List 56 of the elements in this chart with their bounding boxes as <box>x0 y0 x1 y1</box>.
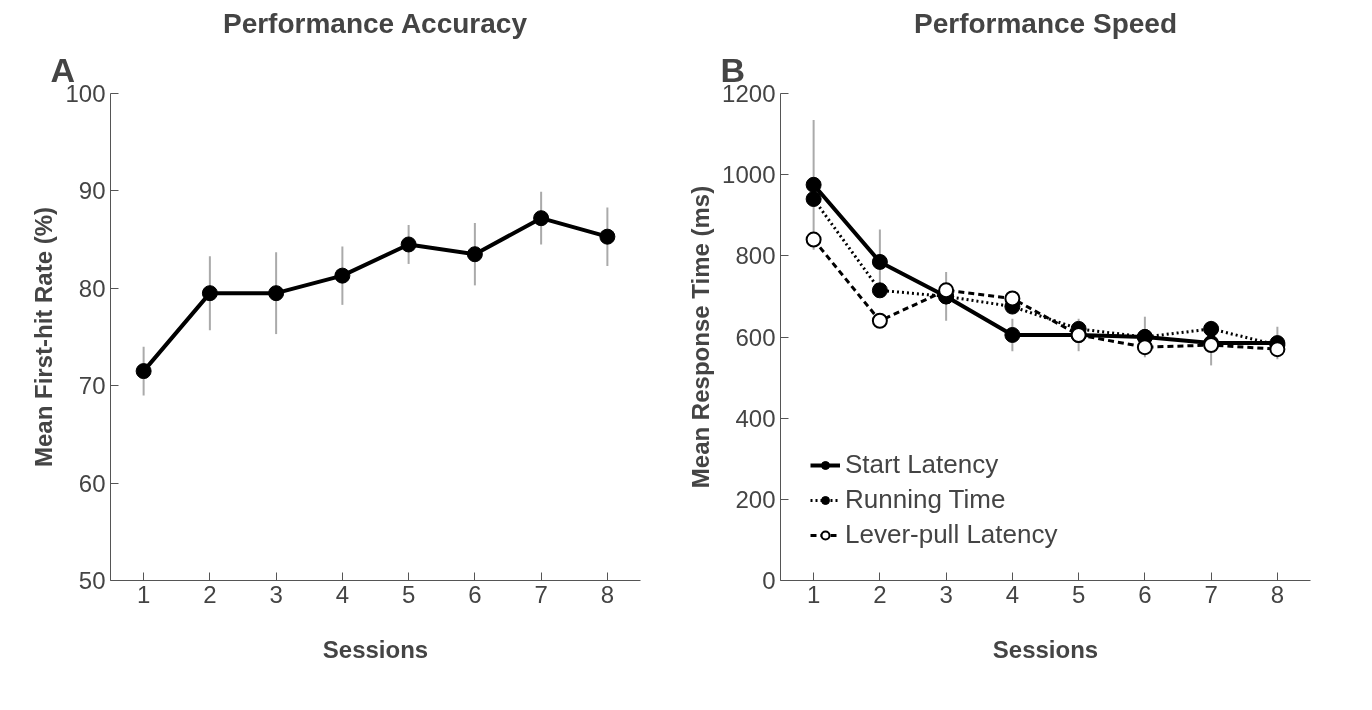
point <box>334 267 351 284</box>
y-tick-label: 800 <box>735 242 776 270</box>
point <box>871 282 888 299</box>
x-tick-label: 6 <box>1138 580 1152 608</box>
x-tick-label: 5 <box>1071 580 1086 608</box>
point <box>1203 320 1220 337</box>
point <box>805 231 822 248</box>
x-tick-label: 7 <box>1204 580 1218 608</box>
x-axis-title: Sessions <box>992 635 1099 663</box>
point <box>805 191 822 207</box>
point <box>1004 326 1021 343</box>
y-tick-label: 50 <box>78 567 106 594</box>
point <box>805 176 822 193</box>
point <box>1269 341 1286 358</box>
y-tick-label: 90 <box>78 177 106 205</box>
y-tick-label: 80 <box>78 274 106 302</box>
x-tick-label: 3 <box>939 580 953 608</box>
y-tick-label: 600 <box>735 323 776 351</box>
point <box>599 228 616 245</box>
x-tick-label: 1 <box>136 580 151 608</box>
y-tick-label: 60 <box>78 469 106 497</box>
point <box>533 210 550 227</box>
x-tick-label: 4 <box>335 580 350 608</box>
x-tick-label: 3 <box>269 580 283 608</box>
x-tick-label: 7 <box>534 580 548 608</box>
point <box>201 285 218 302</box>
x-tick-label: 1 <box>806 580 821 608</box>
x-tick-label: 8 <box>600 580 615 608</box>
chart-title: Performance Speed <box>914 7 1177 39</box>
y-tick-label: 400 <box>735 404 776 432</box>
point <box>871 312 888 329</box>
point <box>268 285 285 302</box>
y-tick-label: 1000 <box>722 161 776 189</box>
y-tick-label: 200 <box>735 485 776 513</box>
point <box>871 253 888 270</box>
y-tick-label: 70 <box>78 372 106 400</box>
legend-label: Lever-pull Latency <box>845 519 1058 550</box>
x-tick-label: 5 <box>401 580 416 608</box>
legend-label: Running Time <box>845 484 1006 515</box>
chart-title: Performance Accuracy <box>222 7 528 39</box>
point <box>466 246 483 263</box>
point <box>938 282 955 299</box>
point <box>1004 290 1021 307</box>
point <box>400 236 417 253</box>
x-tick-label: 4 <box>1005 580 1020 608</box>
x-tick-label: 8 <box>1270 580 1285 608</box>
y-tick-label: 0 <box>762 567 776 594</box>
x-tick-label: 6 <box>468 580 482 608</box>
y-axis-title: Mean First-hit Rate (%) <box>30 206 58 468</box>
x-tick-label: 2 <box>873 580 887 608</box>
point <box>1136 339 1153 356</box>
x-tick-label: 2 <box>203 580 217 608</box>
legend-label: Start Latency <box>845 449 999 480</box>
y-axis-title: Mean Response Time (ms) <box>687 185 715 489</box>
x-axis-title: Sessions <box>322 635 429 663</box>
point <box>135 363 152 380</box>
